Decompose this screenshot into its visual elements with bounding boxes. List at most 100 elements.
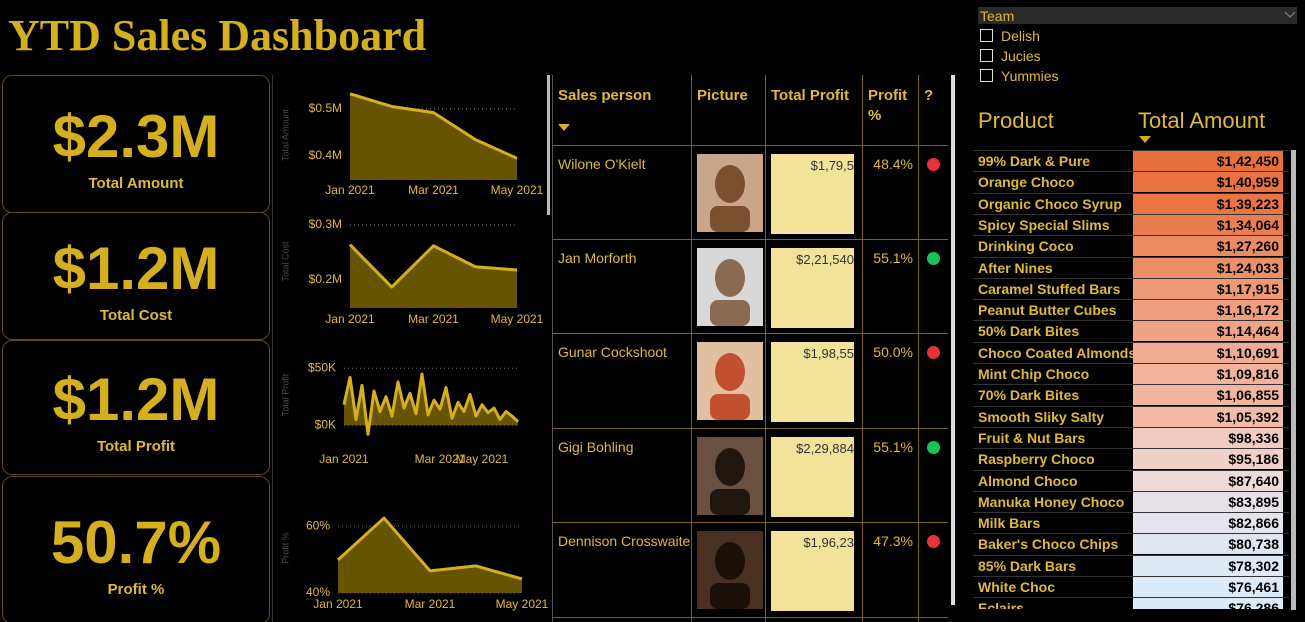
total-profit: $1,79,5 [810, 158, 854, 173]
row-line [973, 533, 1289, 535]
product-name: Peanut Butter Cubes [978, 302, 1117, 319]
x-tick-label: Mar 2021 [415, 452, 466, 466]
amount-cell: $1,39,223 [1133, 193, 1283, 214]
kpi-card: 50.7% Profit % [2, 476, 270, 622]
column-header[interactable]: Total Amount [1138, 108, 1266, 133]
slicer-option[interactable]: Delish [1001, 28, 1040, 44]
row-line [973, 299, 1289, 301]
kpi-card: $1.2M Total Cost [2, 212, 270, 340]
column-header[interactable]: Product [978, 108, 1054, 133]
x-tick-label: May 2021 [456, 452, 509, 466]
row-line [973, 320, 1289, 322]
slicer-checkbox[interactable] [980, 29, 993, 42]
amount-cell: $95,186 [1133, 449, 1283, 470]
total-profit: $2,21,540 [796, 252, 854, 267]
amount: $87,640 [1228, 472, 1279, 489]
sales-person: Jan Morforth [558, 250, 637, 266]
row-line [552, 145, 948, 146]
status-dot [927, 158, 940, 171]
amount: $76,461 [1228, 579, 1279, 595]
area-chart: $0.2M $0.3M Total Cost Jan 2021 Mar 2021 May … [280, 217, 543, 326]
y-tick-label: 60% [306, 518, 330, 532]
area-chart: $0.4M $0.5M Total Amount Jan 2021 Mar 2021 Ma… [280, 92, 544, 197]
column-header[interactable]: Picture [697, 87, 748, 104]
slicer-option[interactable]: Jucies [1001, 48, 1041, 64]
amount-cell: $1,42,450 [1133, 151, 1283, 171]
area-line [349, 92, 518, 160]
person-picture [697, 531, 763, 609]
person-picture [697, 342, 763, 420]
row-line [973, 384, 1289, 386]
row-line [973, 171, 1289, 173]
column-header[interactable]: Total Profit [771, 87, 850, 104]
column-header[interactable]: Sales person [558, 87, 652, 104]
y-tick-label: $0K [315, 417, 336, 431]
amount: $1,17,915 [1216, 280, 1279, 297]
kpi-value: $2.3M [52, 102, 220, 170]
slicer-header[interactable] [978, 7, 1297, 24]
slicer-checkbox[interactable] [980, 49, 993, 62]
x-tick-label: Mar 2021 [408, 183, 459, 197]
kpi-value: 50.7% [50, 508, 222, 576]
product-name: Mint Chip Choco [978, 366, 1090, 382]
amount-cell: $1,10,691 [1133, 342, 1283, 363]
kpi-value: $1.2M [52, 366, 220, 433]
kpi-card: $1.2M Total Profit [2, 340, 270, 475]
row-line [552, 239, 948, 240]
amount-cell: $1,14,464 [1133, 321, 1283, 342]
column-header[interactable]: Profit % [868, 87, 908, 124]
row-line [973, 490, 1289, 492]
sort-indicator [558, 124, 570, 131]
kpi-label: Total Profit [96, 438, 176, 455]
amount-cell: $87,640 [1133, 470, 1283, 491]
amount: $98,336 [1228, 429, 1279, 446]
product-name: Fruit & Nut Bars [978, 429, 1086, 446]
picture-body [710, 489, 750, 515]
profit-cell: $1,98,55 [771, 342, 854, 422]
slicer-option[interactable]: Yummies [1001, 68, 1059, 84]
amount: $1,40,959 [1216, 174, 1279, 191]
row-line [973, 213, 1289, 215]
picture-body [710, 394, 750, 420]
product-name: 99% Dark & Pure [978, 153, 1091, 169]
amount-cell: $82,866 [1133, 513, 1283, 534]
amount: $1,24,033 [1216, 259, 1279, 276]
status-dot [927, 346, 940, 359]
chevron [1284, 11, 1296, 18]
column-header[interactable]: ? [924, 87, 934, 104]
row-line [973, 256, 1289, 258]
x-tick-label: May 2021 [491, 183, 544, 197]
row-line [552, 617, 948, 618]
picture-head [715, 353, 745, 391]
sales-person: Dennison Crosswaite [558, 533, 691, 549]
amount: $80,738 [1228, 536, 1279, 553]
kpi-value: $1.2M [52, 234, 220, 302]
kpi-label: Total Amount [88, 174, 184, 192]
area-fill [350, 93, 517, 180]
x-tick-label: Jan 2021 [313, 597, 363, 611]
amount-cell: $1,27,260 [1133, 236, 1283, 257]
x-tick-label: Jan 2021 [325, 312, 375, 326]
product-scrollbar [1291, 150, 1296, 610]
table-border [552, 75, 553, 622]
slicer-checkbox[interactable] [980, 69, 993, 82]
table-scrollbar [951, 75, 955, 605]
slicer-title[interactable]: Team [980, 8, 1015, 24]
total-profit: $1,96,23 [803, 535, 854, 550]
product-name: Smooth Sliky Salty [978, 408, 1105, 425]
product-name: After Nines [978, 259, 1053, 276]
product-name: Manuka Honey Choco [978, 493, 1125, 510]
row-line [973, 277, 1289, 279]
row-line [973, 512, 1289, 514]
amount: $76,286 [1228, 600, 1279, 609]
column-line [862, 75, 863, 622]
profit-cell: $1,79,5 [771, 154, 854, 234]
amount: $78,302 [1228, 557, 1279, 574]
sales-person: Wilone O'Kielt [558, 156, 646, 172]
x-tick-label: Jan 2021 [319, 452, 369, 466]
sort-indicator [1139, 136, 1151, 143]
sort-arrow [1139, 136, 1151, 143]
product-name: Almond Choco [978, 472, 1078, 489]
